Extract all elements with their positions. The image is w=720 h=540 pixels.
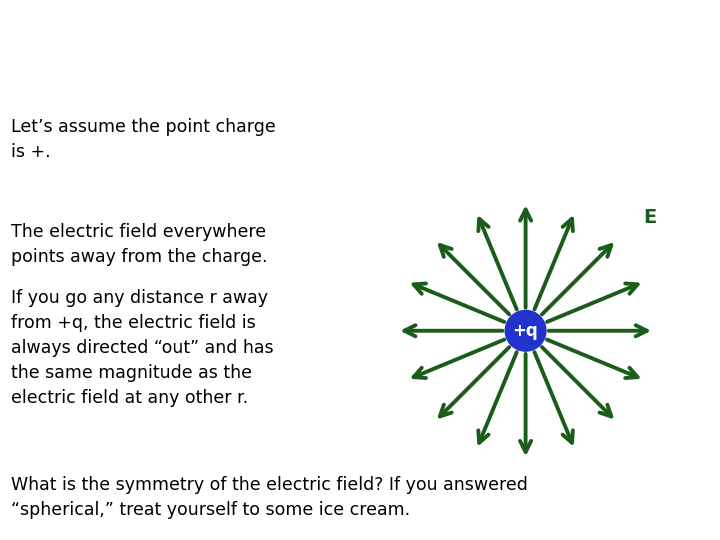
Text: Let’s assume the point charge
is +.: Let’s assume the point charge is +. <box>11 118 276 160</box>
Text: Example: use Gauss’ Law to calculate the electric field from an
isolated point c: Example: use Gauss’ Law to calculate the… <box>13 25 720 71</box>
Text: If you go any distance r away
from +q, the electric field is
always directed “ou: If you go any distance r away from +q, t… <box>11 289 274 407</box>
Text: The electric field everywhere
points away from the charge.: The electric field everywhere points awa… <box>11 223 267 266</box>
Text: E: E <box>643 208 656 227</box>
Text: What is the symmetry of the electric field? If you answered
“spherical,” treat y: What is the symmetry of the electric fie… <box>11 476 528 519</box>
Circle shape <box>505 310 546 351</box>
Text: +q: +q <box>513 322 539 340</box>
